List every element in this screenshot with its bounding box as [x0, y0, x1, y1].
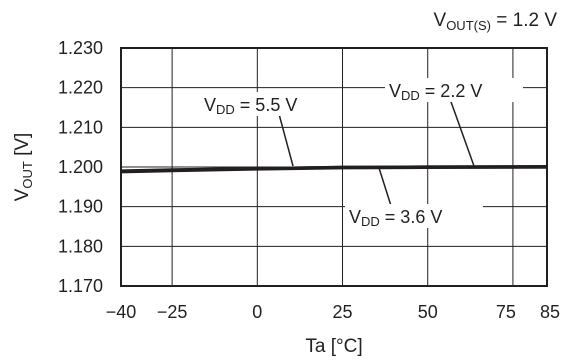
series-label-2v2-sub: DD — [401, 88, 420, 103]
x-tick-label: 25 — [333, 302, 353, 322]
series-label-5v5-value: = 5.5 V — [235, 95, 298, 115]
y-axis-label: VOUT [V] — [12, 133, 35, 202]
chart-title: VOUT(S) = 1.2 V — [434, 10, 558, 33]
series-label-3v6-sub: DD — [361, 214, 380, 229]
x-tick-label: 50 — [418, 302, 438, 322]
x-tick-label: 0 — [252, 302, 262, 322]
label-bg-5v5 — [200, 92, 334, 116]
y-tick-label: 1.170 — [58, 276, 103, 296]
label-bg-3v6 — [345, 204, 483, 228]
series-label-3v6-main: V — [349, 207, 361, 227]
series-line-2 — [120, 165, 548, 173]
y-tick-label: 1.180 — [58, 236, 103, 256]
y-axis-label-main: V — [12, 188, 33, 201]
x-tick-label: 85 — [540, 302, 560, 322]
series-label-5v5-main: V — [204, 95, 216, 115]
series-label-3v6: VDD = 3.6 V — [349, 207, 442, 229]
y-tick-label: 1.200 — [58, 157, 103, 177]
y-axis-label-unit: [V] — [12, 133, 33, 162]
leader-line-5v5 — [278, 113, 294, 167]
tick-labels: 1.170 1.180 1.190 1.200 1.210 1.220 1.230 −40 −2… — [58, 38, 560, 322]
x-axis-label: Ta [°C] — [305, 336, 362, 357]
plot-frame — [120, 47, 548, 287]
series-label-2v2-main: V — [389, 81, 401, 101]
x-tick-label: 75 — [496, 302, 516, 322]
y-tick-label: 1.210 — [58, 117, 103, 137]
series-label-5v5-sub: DD — [216, 102, 235, 117]
chart-title-main: V — [434, 10, 447, 31]
series-label-3v6-value: = 3.6 V — [380, 207, 443, 227]
x-tick-label: −25 — [157, 302, 188, 322]
label-bg-2v2 — [385, 78, 523, 102]
y-tick-label: 1.190 — [58, 197, 103, 217]
series-label-5v5: VDD = 5.5 V — [204, 95, 297, 117]
x-tick-label: −40 — [106, 302, 137, 322]
y-axis-label-sub: OUT — [20, 161, 35, 189]
y-tick-label: 1.230 — [58, 38, 103, 58]
series-label-2v2-value: = 2.2 V — [420, 81, 483, 101]
series-label-2v2: VDD = 2.2 V — [389, 81, 482, 103]
y-tick-label: 1.220 — [58, 78, 103, 98]
series-annotations: VDD = 5.5 V VDD = 2.2 V VDD = 3.6 V — [200, 78, 523, 229]
leader-line-2v2 — [449, 98, 475, 167]
chart-title-value: = 1.2 V — [491, 10, 557, 31]
chart-title-sub: OUT(S) — [446, 18, 491, 33]
series-curves — [120, 165, 548, 174]
